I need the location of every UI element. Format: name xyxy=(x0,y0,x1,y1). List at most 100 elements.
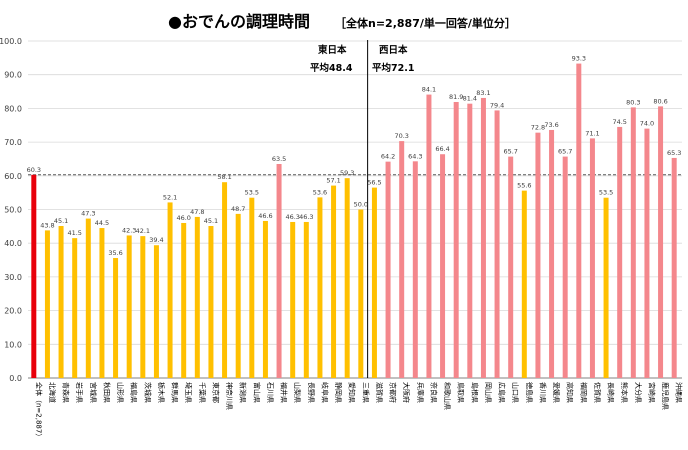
data-label: 35.6 xyxy=(108,249,122,257)
reference-layer xyxy=(28,40,682,378)
category-label: 和歌山県 xyxy=(443,382,452,410)
bar xyxy=(603,197,609,378)
bar xyxy=(153,245,159,378)
data-label: 81.4 xyxy=(463,95,477,103)
category-label: 埼玉県 xyxy=(184,382,193,403)
bar xyxy=(617,126,623,378)
y-tick-label: 10.0 xyxy=(4,340,22,349)
data-label: 93.3 xyxy=(572,55,586,63)
region-annotations: 東日本 平均48.4 西日本 平均72.1 xyxy=(310,44,414,74)
category-label: 広島県 xyxy=(498,382,507,403)
data-label: 50.0 xyxy=(354,201,368,209)
category-label: 青森県 xyxy=(62,382,71,403)
bar xyxy=(385,161,391,378)
data-label: 74.0 xyxy=(640,120,654,128)
category-label: 熊本県 xyxy=(620,382,629,403)
category-label: 徳島県 xyxy=(525,382,534,403)
data-label: 44.5 xyxy=(95,219,109,227)
category-label: 高知県 xyxy=(566,382,575,403)
bar xyxy=(140,236,146,378)
category-label: 鳥取県 xyxy=(457,382,466,403)
bar xyxy=(440,154,446,378)
east-japan-label: 東日本 xyxy=(317,44,347,56)
bar xyxy=(589,138,595,378)
bar xyxy=(113,258,119,378)
data-label: 53.6 xyxy=(313,188,327,196)
category-label: 千葉県 xyxy=(198,382,207,403)
category-label: 奈良県 xyxy=(429,382,438,403)
data-label: 52.1 xyxy=(163,193,177,201)
data-label: 46.3 xyxy=(299,213,313,221)
data-label: 42.3 xyxy=(122,226,136,234)
category-label: 岐阜県 xyxy=(320,382,329,403)
y-tick-label: 80.0 xyxy=(4,104,22,113)
west-japan-label: 西日本 xyxy=(379,44,408,56)
bar xyxy=(317,197,323,378)
category-label: 長野県 xyxy=(307,382,315,403)
category-label: 佐賀県 xyxy=(593,382,602,403)
y-tick-label: 40.0 xyxy=(4,239,22,248)
category-label: 京都府 xyxy=(389,382,398,403)
category-label: 鹿児島県 xyxy=(661,382,670,410)
category-label: 福岡県 xyxy=(579,382,588,403)
data-label: 42.1 xyxy=(136,227,150,235)
data-label: 45.1 xyxy=(54,217,68,225)
category-label: 石川県 xyxy=(266,382,274,403)
bar xyxy=(85,218,91,378)
bar xyxy=(249,197,255,378)
data-label: 65.3 xyxy=(667,149,681,157)
data-label: 63.5 xyxy=(272,155,286,163)
y-tick-label: 60.0 xyxy=(4,172,22,181)
category-label: 山梨県 xyxy=(293,382,302,403)
bar xyxy=(658,106,664,379)
data-label: 59.3 xyxy=(340,169,354,177)
bar xyxy=(371,187,377,378)
bar xyxy=(235,213,241,378)
category-label: 愛媛県 xyxy=(552,382,561,403)
east-japan-average: 平均48.4 xyxy=(310,62,353,74)
category-label: 秋田県 xyxy=(102,382,111,403)
category-labels-layer: 全体（n=2,887） 北海道 青森県 岩手県 宮城県 秋田県 山形県 福島県 茨城県 栃木県 群馬… xyxy=(34,382,683,440)
bar xyxy=(126,235,132,378)
bar xyxy=(562,156,568,378)
category-label: 山形県 xyxy=(116,382,125,403)
data-label: 80.6 xyxy=(653,97,667,105)
category-label: 神奈川県 xyxy=(225,382,234,410)
bar xyxy=(344,178,350,378)
data-label: 64.3 xyxy=(408,152,422,160)
data-label: 46.0 xyxy=(176,214,190,222)
category-label: 群馬県 xyxy=(171,382,180,403)
category-label: 静岡県 xyxy=(334,382,343,403)
data-label: 58.1 xyxy=(217,173,231,181)
bar xyxy=(194,216,200,378)
bar xyxy=(290,221,296,378)
data-label: 84.1 xyxy=(422,86,436,94)
category-label: 宮城県 xyxy=(89,382,98,403)
category-label: 岡山県 xyxy=(484,382,493,403)
bar xyxy=(58,226,64,378)
data-label: 81.9 xyxy=(449,93,463,101)
bar xyxy=(535,132,541,378)
data-label: 66.4 xyxy=(435,145,449,153)
category-label: 大阪府 xyxy=(402,382,411,403)
bar xyxy=(521,190,527,378)
bar xyxy=(508,156,514,378)
data-label: 47.8 xyxy=(190,208,204,216)
data-label: 65.7 xyxy=(558,148,572,156)
bar xyxy=(331,185,337,378)
data-label: 46.3 xyxy=(285,213,299,221)
data-label: 65.7 xyxy=(503,148,517,156)
bar xyxy=(467,103,473,378)
category-label: 栃木県 xyxy=(157,382,166,403)
bar xyxy=(453,101,459,378)
category-label: 愛知県 xyxy=(348,382,357,403)
category-label: 福井県 xyxy=(280,382,289,403)
data-label: 79.4 xyxy=(490,101,504,109)
y-tick-label: 100.0 xyxy=(0,37,22,46)
category-label: 宮崎県 xyxy=(647,382,656,403)
west-japan-average: 平均72.1 xyxy=(372,62,414,74)
data-label: 53.5 xyxy=(245,189,259,197)
data-label: 73.6 xyxy=(544,121,558,129)
data-labels-layer: 60.343.845.141.547.344.535.642.3 42.139.4… xyxy=(27,55,682,257)
